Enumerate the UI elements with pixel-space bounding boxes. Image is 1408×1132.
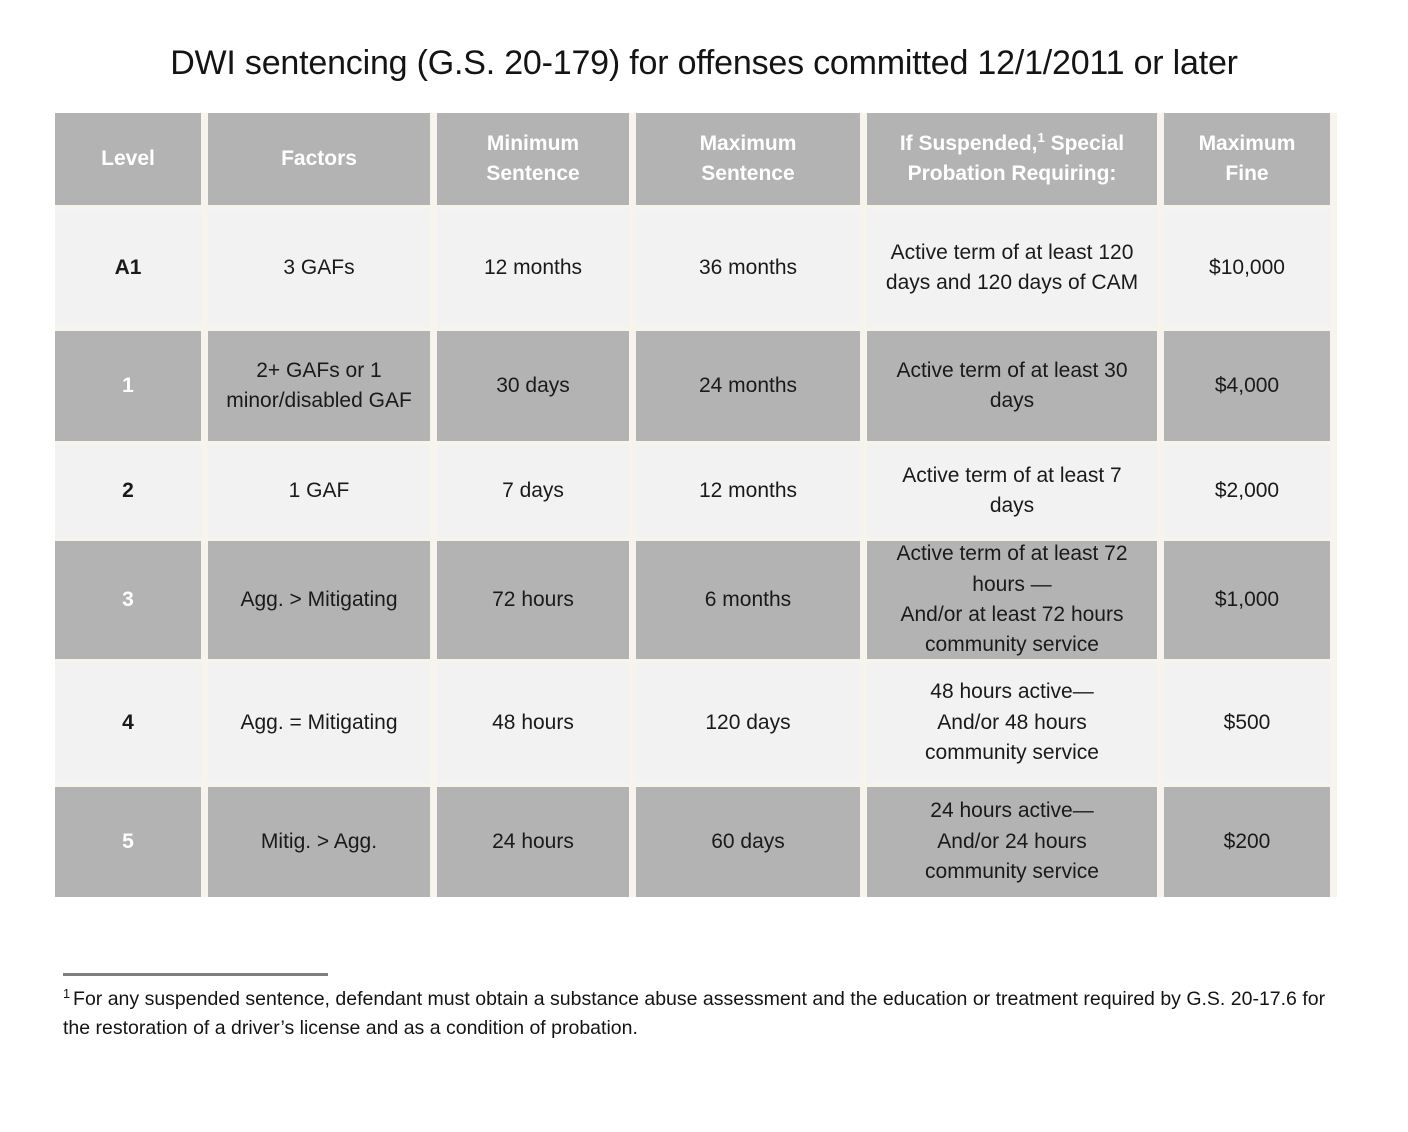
cell-max-sentence-3: 6 months bbox=[636, 541, 860, 659]
cell-fine-2: $2,000 bbox=[1164, 445, 1330, 537]
header-footnote-superscript: 1 bbox=[1037, 129, 1045, 145]
footnote-text: 1 For any suspended sentence, defendant m… bbox=[63, 985, 1348, 1044]
cell-factors-1: 2+ GAFs or 1 minor/disabled GAF bbox=[208, 331, 430, 441]
column-header-maximum-sentence: Maximum Sentence bbox=[636, 113, 860, 205]
cell-suspended-4: 48 hours active— And/or 48 hours communi… bbox=[867, 663, 1157, 783]
cell-min-sentence-1: 30 days bbox=[437, 331, 629, 441]
cell-factors-5: Mitig. > Agg. bbox=[208, 787, 430, 897]
cell-min-sentence-5: 24 hours bbox=[437, 787, 629, 897]
cell-level-1: 1 bbox=[55, 331, 201, 441]
cell-fine-4: $500 bbox=[1164, 663, 1330, 783]
cell-factors-2: 1 GAF bbox=[208, 445, 430, 537]
column-header-level: Level bbox=[55, 113, 201, 205]
cell-suspended-3: Active term of at least 72 hours — And/o… bbox=[867, 541, 1157, 659]
cell-level-a1: A1 bbox=[55, 209, 201, 327]
cell-max-sentence-2: 12 months bbox=[636, 445, 860, 537]
column-header-maximum-fine: Maximum Fine bbox=[1164, 113, 1330, 205]
cell-factors-3: Agg. > Mitigating bbox=[208, 541, 430, 659]
cell-suspended-2: Active term of at least 7 days bbox=[867, 445, 1157, 537]
cell-fine-a1: $10,000 bbox=[1164, 209, 1330, 327]
cell-min-sentence-4: 48 hours bbox=[437, 663, 629, 783]
column-header-if-suspended: If Suspended,1 Special Probation Requiri… bbox=[867, 113, 1157, 205]
cell-level-3: 3 bbox=[55, 541, 201, 659]
cell-max-sentence-5: 60 days bbox=[636, 787, 860, 897]
cell-fine-1: $4,000 bbox=[1164, 331, 1330, 441]
cell-suspended-1: Active term of at least 30 days bbox=[867, 331, 1157, 441]
page-title: DWI sentencing (G.S. 20-179) for offense… bbox=[170, 44, 1238, 82]
column-header-factors: Factors bbox=[208, 113, 430, 205]
footnote: 1 For any suspended sentence, defendant m… bbox=[63, 973, 1348, 1044]
cell-max-sentence-a1: 36 months bbox=[636, 209, 860, 327]
cell-max-sentence-4: 120 days bbox=[636, 663, 860, 783]
cell-min-sentence-3: 72 hours bbox=[437, 541, 629, 659]
cell-suspended-a1: Active term of at least 120 days and 120… bbox=[867, 209, 1157, 327]
cell-min-sentence-2: 7 days bbox=[437, 445, 629, 537]
cell-fine-5: $200 bbox=[1164, 787, 1330, 897]
column-header-minimum-sentence: Minimum Sentence bbox=[437, 113, 629, 205]
footnote-body: For any suspended sentence, defendant mu… bbox=[63, 988, 1326, 1040]
cell-level-5: 5 bbox=[55, 787, 201, 897]
footnote-rule bbox=[63, 973, 328, 976]
header-suspended-pre: If Suspended, bbox=[899, 131, 1038, 155]
cell-level-4: 4 bbox=[55, 663, 201, 783]
footnote-superscript: 1 bbox=[63, 986, 71, 1001]
cell-min-sentence-a1: 12 months bbox=[437, 209, 629, 327]
cell-factors-4: Agg. = Mitigating bbox=[208, 663, 430, 783]
cell-factors-a1: 3 GAFs bbox=[208, 209, 430, 327]
cell-fine-3: $1,000 bbox=[1164, 541, 1330, 659]
header-suspended-post: Special Probation Requiring: bbox=[907, 131, 1125, 185]
cell-max-sentence-1: 24 months bbox=[636, 331, 860, 441]
sentencing-table: Level Factors Minimum Sentence Maximum S… bbox=[55, 113, 1337, 897]
cell-level-2: 2 bbox=[55, 445, 201, 537]
cell-suspended-5: 24 hours active— And/or 24 hours communi… bbox=[867, 787, 1157, 897]
